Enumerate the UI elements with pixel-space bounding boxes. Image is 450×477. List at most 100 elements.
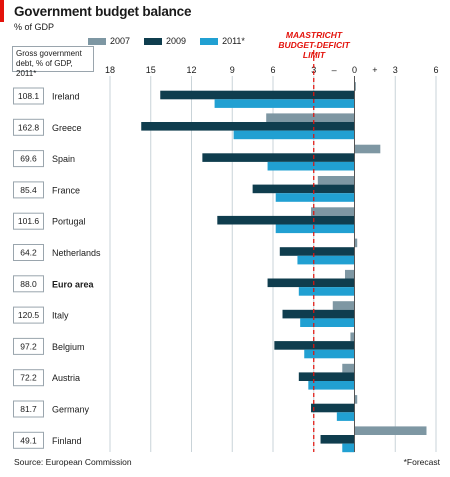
bar-2009 xyxy=(202,153,355,162)
bar-2007 xyxy=(354,238,358,248)
debt-box xyxy=(13,337,44,355)
brand-marker xyxy=(0,0,4,22)
legend-swatch-2009 xyxy=(144,37,163,45)
legend-label-2007: 2007 xyxy=(110,36,131,46)
debt-value: 120.5 xyxy=(18,310,40,320)
bar-2011 xyxy=(214,99,355,108)
bar-2011 xyxy=(233,130,355,140)
x-tick-label: 6 xyxy=(270,65,275,75)
bar-2011 xyxy=(308,381,355,390)
country-label: Austria xyxy=(52,373,80,383)
bar-2011 xyxy=(267,161,355,171)
bar-2007 xyxy=(344,269,355,279)
bar-2009 xyxy=(217,215,355,225)
debt-box xyxy=(13,181,44,199)
bar-2011 xyxy=(342,443,355,453)
country-label: Portugal xyxy=(52,217,86,227)
bar-2011 xyxy=(336,412,355,421)
country-label: Italy xyxy=(52,311,69,321)
bar-2009 xyxy=(279,247,355,256)
debt-value: 49.1 xyxy=(20,435,37,445)
bar-2009 xyxy=(141,122,355,131)
bar-2009 xyxy=(267,278,355,288)
chart-subtitle: % of GDP xyxy=(14,22,55,32)
debt-value: 85.4 xyxy=(20,185,37,195)
bar-2009 xyxy=(311,403,355,413)
debt-box xyxy=(13,150,44,168)
bar-2011 xyxy=(298,287,355,296)
country-label: France xyxy=(52,185,80,195)
bar-2007 xyxy=(266,113,355,122)
bar-2009 xyxy=(282,309,355,319)
debt-value: 101.6 xyxy=(18,216,40,226)
country-label: Finland xyxy=(52,436,82,446)
debt-box xyxy=(13,212,44,230)
debt-box xyxy=(13,118,44,136)
country-label: Belgium xyxy=(52,342,85,352)
bar-2011 xyxy=(300,318,355,327)
debt-box xyxy=(13,431,44,449)
country-label: Spain xyxy=(52,154,75,164)
x-tick-label: 3 xyxy=(393,65,398,75)
chart-title: Government budget balance xyxy=(14,4,192,19)
bar-2009 xyxy=(252,184,355,194)
minus-sign-label: – xyxy=(332,65,337,75)
limit-label: MAASTRICHT BUDGET-DEFICIT LIMIT xyxy=(268,30,360,60)
forecast-note: *Forecast xyxy=(403,457,440,467)
debt-box xyxy=(13,306,44,324)
bar-2007 xyxy=(342,363,355,373)
source-note: Source: European Commission xyxy=(14,457,132,467)
bar-2007 xyxy=(354,395,358,404)
x-tick-label: 15 xyxy=(146,65,156,75)
legend-item-2009: 2009 xyxy=(144,36,186,46)
country-label: Greece xyxy=(52,123,82,133)
bar-2007 xyxy=(354,426,427,435)
country-label: Ireland xyxy=(52,92,80,102)
limit-label-line2: BUDGET-DEFICIT LIMIT xyxy=(278,40,350,60)
x-tick-label: 18 xyxy=(105,65,115,75)
legend-label-2009: 2009 xyxy=(166,36,187,46)
bar-2007 xyxy=(317,176,355,185)
legend-item-2011: 2011* xyxy=(200,36,245,46)
legend: 2007 2009 2011* xyxy=(88,36,245,46)
bar-2007 xyxy=(350,332,355,342)
plus-sign-label: + xyxy=(372,65,377,75)
debt-value: 88.0 xyxy=(20,279,37,289)
bar-2007 xyxy=(354,82,356,91)
debt-value: 69.6 xyxy=(20,154,37,164)
x-tick-label: 6 xyxy=(433,65,438,75)
country-label: Germany xyxy=(52,405,90,415)
debt-box xyxy=(13,369,44,387)
legend-swatch-2011 xyxy=(200,37,219,45)
bar-2011 xyxy=(297,255,355,265)
bar-2011 xyxy=(275,224,355,234)
bar-2007 xyxy=(311,207,355,216)
legend-label-2011: 2011* xyxy=(222,36,245,46)
country-label: Euro area xyxy=(52,279,95,289)
debt-value: 64.2 xyxy=(20,248,37,258)
limit-label-line1: MAASTRICHT xyxy=(285,30,343,40)
debt-box xyxy=(13,275,44,293)
x-tick-label: 9 xyxy=(230,65,235,75)
legend-item-2007: 2007 xyxy=(88,36,130,46)
legend-swatch-2007 xyxy=(88,37,106,45)
x-tick-label: 3 xyxy=(311,65,316,75)
bar-2011 xyxy=(275,193,355,202)
debt-value: 72.2 xyxy=(20,373,37,383)
debt-value: 162.8 xyxy=(18,122,40,132)
bar-2009 xyxy=(274,341,355,350)
debt-box xyxy=(13,87,44,105)
debt-box xyxy=(13,400,44,418)
debt-box xyxy=(13,244,44,261)
bar-2011 xyxy=(304,349,355,359)
bar-2009 xyxy=(298,372,355,381)
bar-2007 xyxy=(354,144,381,154)
x-tick-label: 12 xyxy=(186,65,196,75)
debt-value: 108.1 xyxy=(18,91,40,101)
debt-column-header: Gross government debt, % of GDP, 2011* xyxy=(12,46,94,78)
country-label: Netherlands xyxy=(52,248,101,258)
bar-2009 xyxy=(320,435,355,444)
debt-value: 97.2 xyxy=(20,341,37,351)
x-tick-label: 0 xyxy=(352,65,357,75)
